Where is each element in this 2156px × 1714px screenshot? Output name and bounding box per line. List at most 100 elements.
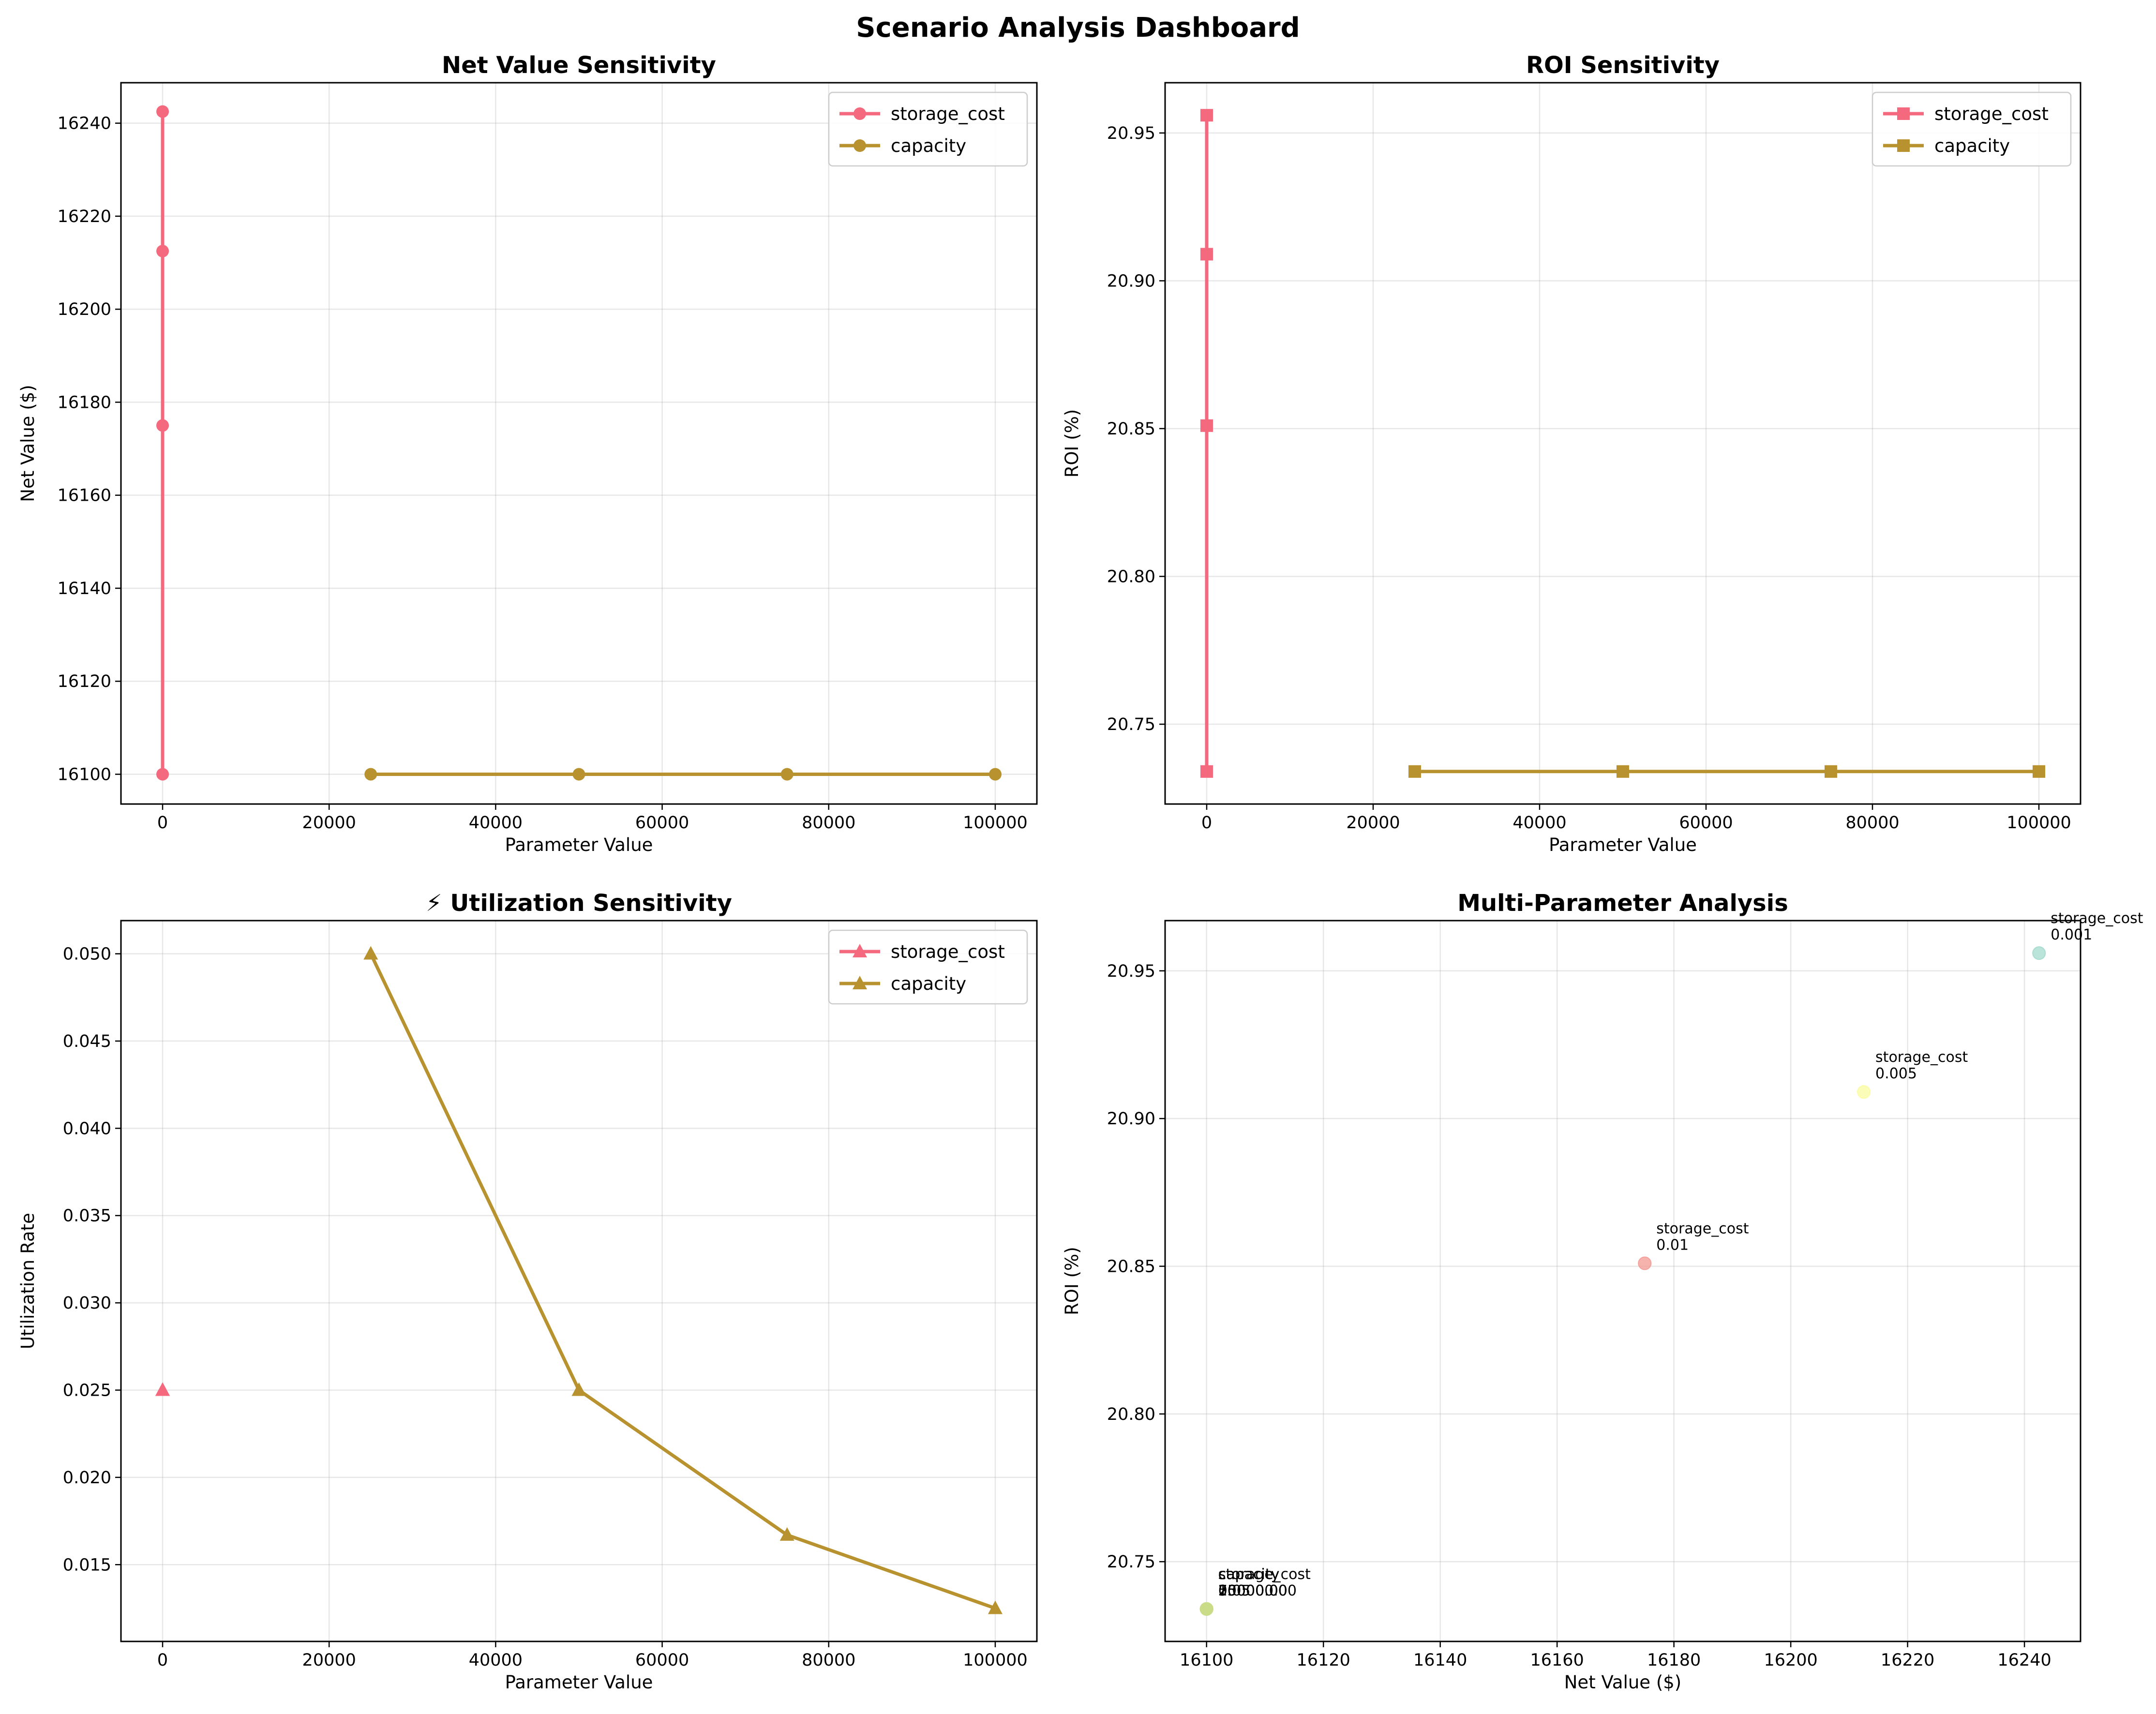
x-tick-label: 16200 — [1764, 1651, 1817, 1670]
y-tick-label: 20.75 — [1107, 1552, 1155, 1572]
x-tick-label: 60000 — [1679, 813, 1733, 833]
y-tick-label: 0.020 — [63, 1468, 111, 1488]
x-tick-label: 40000 — [469, 813, 523, 833]
scatter-point — [1857, 1085, 1871, 1099]
legend-marker-capacity — [853, 976, 867, 989]
data-point-capacity — [1408, 765, 1421, 778]
point-annotation-param: capacity — [1218, 1566, 1280, 1583]
y-tick-label: 16240 — [58, 114, 111, 134]
point-annotation-value: 75000.00 — [1218, 1582, 1288, 1599]
data-point-storage_cost — [1200, 248, 1213, 261]
x-tick-label: 16140 — [1413, 1651, 1467, 1670]
x-axis-label: Parameter Value — [505, 835, 653, 855]
chart-title: Multi-Parameter Analysis — [1457, 890, 1788, 917]
point-annotation-param: storage_cost — [2051, 910, 2143, 927]
x-tick-label: 80000 — [1845, 813, 1899, 833]
legend-marker-storage_cost — [853, 944, 867, 957]
legend-label-capacity: capacity — [1934, 135, 2010, 156]
x-tick-label: 20000 — [302, 1651, 356, 1670]
y-tick-label: 20.85 — [1107, 419, 1155, 439]
scatter-point — [1638, 1256, 1652, 1270]
data-point-storage_cost — [156, 768, 169, 781]
y-tick-label: 0.035 — [63, 1207, 111, 1226]
chart-net_value: 0 20000 40000 60000 80000 100000 16100 16120 161… — [17, 52, 1038, 855]
y-tick-label: 0.025 — [63, 1381, 111, 1400]
data-point-capacity — [779, 1527, 794, 1541]
y-tick-label: 0.015 — [63, 1555, 111, 1575]
y-tick-label: 0.030 — [63, 1294, 111, 1313]
x-tick-label: 16180 — [1647, 1651, 1701, 1670]
data-point-capacity — [988, 768, 1002, 781]
x-tick-label: 40000 — [1512, 813, 1566, 833]
y-tick-label: 16180 — [58, 393, 111, 412]
x-axis-label: Parameter Value — [1549, 835, 1697, 855]
y-axis-label: ROI (%) — [1062, 1247, 1082, 1315]
point-annotation-value: 0.001 — [2051, 926, 2092, 943]
x-axis-label: Parameter Value — [505, 1672, 653, 1693]
y-tick-label: 20.75 — [1107, 715, 1155, 734]
y-tick-label: 16220 — [58, 207, 111, 226]
x-tick-label: 60000 — [635, 813, 689, 833]
legend-label-storage_cost: storage_cost — [1934, 104, 2049, 124]
data-point-storage_cost — [156, 105, 169, 118]
series-storage_cost — [155, 1382, 170, 1396]
data-point-storage_cost — [155, 1382, 170, 1396]
chart-title: ⚡ Utilization Sensitivity — [426, 890, 732, 917]
point-annotation-value: 0.01 — [1656, 1237, 1689, 1253]
point-annotation-value: 50000.00 — [1218, 1582, 1288, 1599]
chart-title: ROI Sensitivity — [1526, 52, 1720, 79]
series-capacity — [364, 768, 1002, 781]
point-annotation-param: capacity — [1218, 1566, 1280, 1583]
chart-multi: 16100 16120 16140 16160 16180 16200 16220 16240… — [1062, 890, 2143, 1693]
y-tick-label: 16140 — [58, 579, 111, 598]
legend: storage_cost capacity — [828, 91, 1028, 167]
data-point-capacity — [988, 1600, 1003, 1614]
x-axis-label: Net Value ($) — [1564, 1672, 1682, 1693]
scatter-point — [1199, 1602, 1213, 1616]
data-point-capacity — [1825, 765, 1837, 778]
legend-marker-capacity — [853, 139, 866, 152]
y-axis-label: Net Value ($) — [17, 385, 38, 502]
point-annotation-value: 0.005 — [1875, 1065, 1917, 1082]
y-tick-label: 16160 — [58, 486, 111, 506]
x-tick-label: 60000 — [635, 1651, 689, 1670]
legend-box — [828, 91, 1028, 167]
data-point-capacity — [1617, 765, 1629, 778]
y-tick-label: 16120 — [58, 672, 111, 691]
x-tick-label: 16100 — [1180, 1651, 1233, 1670]
y-tick-label: 0.050 — [63, 945, 111, 964]
plot-frame — [120, 920, 1038, 1642]
point-annotation-value: 100000.00 — [1218, 1582, 1297, 1599]
legend-label-capacity: capacity — [891, 135, 966, 156]
series-storage_cost — [1200, 109, 1213, 778]
x-tick-label: 80000 — [802, 813, 855, 833]
data-point-storage_cost — [156, 419, 169, 432]
x-tick-label: 40000 — [469, 1651, 523, 1670]
data-point-capacity — [572, 768, 585, 781]
legend-label-storage_cost: storage_cost — [891, 941, 1005, 962]
legend-box — [1872, 91, 2072, 167]
series-capacity — [1408, 765, 2045, 778]
plot-frame — [1164, 920, 2081, 1642]
data-point-storage_cost — [1200, 765, 1213, 778]
x-tick-label: 20000 — [1346, 813, 1400, 833]
data-point-capacity — [571, 1382, 586, 1396]
legend-marker-storage_cost — [1897, 107, 1910, 120]
series-storage_cost — [156, 105, 169, 781]
y-tick-label: 16100 — [58, 765, 111, 784]
x-tick-label: 0 — [157, 1651, 168, 1670]
chart-utilization: 0 20000 40000 60000 80000 100000 0.015 0.020 0.0… — [17, 890, 1038, 1693]
x-tick-label: 0 — [1201, 813, 1212, 833]
x-tick-label: 20000 — [302, 813, 356, 833]
y-tick-label: 20.95 — [1107, 962, 1155, 981]
legend-label-storage_cost: storage_cost — [891, 104, 1005, 124]
y-tick-label: 20.80 — [1107, 567, 1155, 586]
legend-marker-capacity — [1897, 139, 1910, 152]
point-annotation-param: storage_cost — [1875, 1049, 1968, 1066]
y-tick-label: 20.80 — [1107, 1405, 1155, 1424]
scatter-point — [2032, 946, 2046, 960]
y-tick-label: 16200 — [58, 300, 111, 319]
x-tick-label: 16220 — [1881, 1651, 1934, 1670]
x-tick-label: 16120 — [1297, 1651, 1350, 1670]
